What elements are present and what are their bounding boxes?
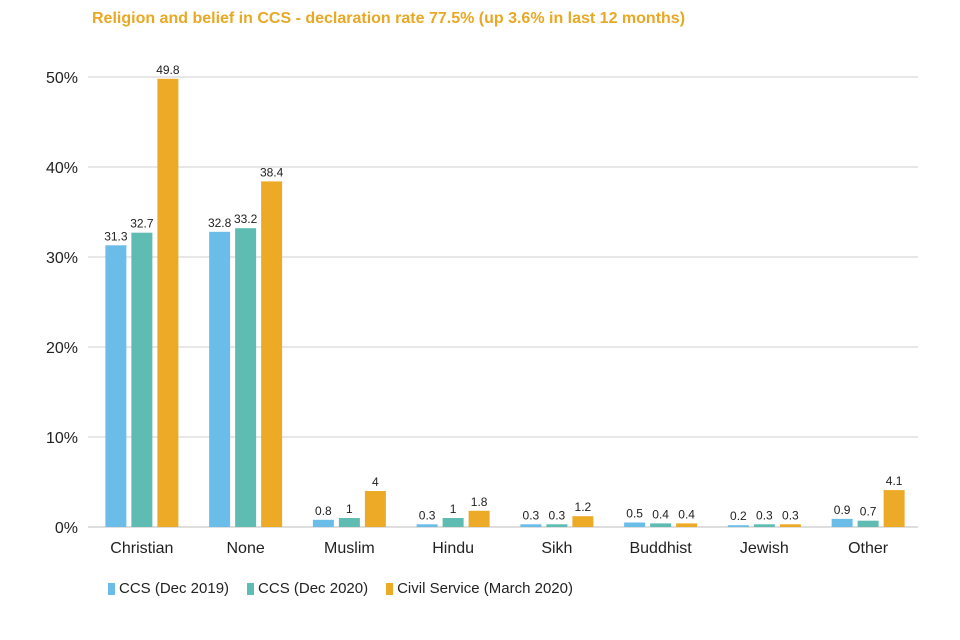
x-tick-label: Jewish xyxy=(740,540,789,557)
bar xyxy=(338,518,360,527)
data-label: 0.2 xyxy=(730,509,747,523)
bar xyxy=(468,510,490,527)
x-tick-label: Muslim xyxy=(324,540,375,557)
legend-label: CCS (Dec 2020) xyxy=(258,580,369,597)
data-label: 1.8 xyxy=(471,495,488,509)
data-label: 0.7 xyxy=(860,505,877,519)
data-label: 4 xyxy=(372,475,379,489)
bar xyxy=(753,524,775,527)
data-label: 1.2 xyxy=(575,500,592,514)
bar xyxy=(779,524,801,527)
data-label: 0.8 xyxy=(315,504,332,518)
data-label: 33.2 xyxy=(234,212,258,226)
bar xyxy=(831,518,853,527)
legend-swatch xyxy=(386,582,394,595)
bar xyxy=(727,525,749,527)
bar xyxy=(857,520,879,527)
bar xyxy=(624,522,646,527)
chart-title: Religion and belief in CCS - declaration… xyxy=(92,10,686,27)
data-label: 0.9 xyxy=(834,503,851,517)
data-label: 0.3 xyxy=(549,508,566,522)
data-label: 0.3 xyxy=(782,508,799,522)
bar xyxy=(442,518,464,527)
data-label: 0.4 xyxy=(652,507,669,521)
legend-label: Civil Service (March 2020) xyxy=(397,580,573,597)
x-tick-label: Christian xyxy=(110,540,173,557)
bar xyxy=(572,516,594,527)
x-tick-label: Hindu xyxy=(432,540,474,557)
data-label: 4.1 xyxy=(886,474,903,488)
data-label: 0.3 xyxy=(523,508,540,522)
x-tick-label: Sikh xyxy=(541,540,572,557)
bar xyxy=(364,491,386,527)
data-label: 31.3 xyxy=(104,229,128,243)
data-label: 1 xyxy=(450,502,457,516)
data-label: 32.8 xyxy=(208,216,232,230)
bar xyxy=(676,523,698,527)
legend-swatch xyxy=(247,582,255,595)
bar xyxy=(546,524,568,527)
x-tick-label: Buddhist xyxy=(629,540,692,557)
legend-item-civil-service: Civil Service (March 2020) xyxy=(386,580,573,597)
bar xyxy=(312,519,334,527)
data-label: 49.8 xyxy=(156,63,180,77)
y-tick-label: 10% xyxy=(46,430,78,447)
bar xyxy=(235,228,257,527)
bar xyxy=(261,181,283,527)
y-tick-label: 30% xyxy=(46,250,78,267)
data-label: 32.7 xyxy=(130,217,154,231)
legend-item-ccs-dec-2020: CCS (Dec 2020) xyxy=(247,580,368,597)
data-label: 0.4 xyxy=(678,507,695,521)
bar xyxy=(520,524,542,527)
y-tick-label: 20% xyxy=(46,340,78,357)
data-label: 0.3 xyxy=(756,508,773,522)
bar xyxy=(416,524,438,527)
data-label: 0.3 xyxy=(419,508,436,522)
bar xyxy=(157,78,179,528)
legend-label: CCS (Dec 2019) xyxy=(119,580,230,597)
y-tick-label: 0% xyxy=(55,520,78,537)
legend: CCS (Dec 2019) CCS (Dec 2020) Civil Serv… xyxy=(108,580,573,597)
bar xyxy=(209,231,231,528)
legend-item-ccs-dec-2019: CCS (Dec 2019) xyxy=(108,580,229,597)
x-tick-label: None xyxy=(227,540,265,557)
bar xyxy=(883,490,905,527)
y-tick-label: 50% xyxy=(46,70,78,87)
bar xyxy=(131,232,153,527)
legend-swatch xyxy=(108,582,115,595)
data-label: 1 xyxy=(346,502,353,516)
data-label: 38.4 xyxy=(260,165,284,179)
bar xyxy=(105,245,127,528)
x-tick-label: Other xyxy=(848,540,889,557)
y-tick-label: 40% xyxy=(46,160,78,177)
bar xyxy=(650,523,672,527)
data-label: 0.5 xyxy=(626,507,643,521)
